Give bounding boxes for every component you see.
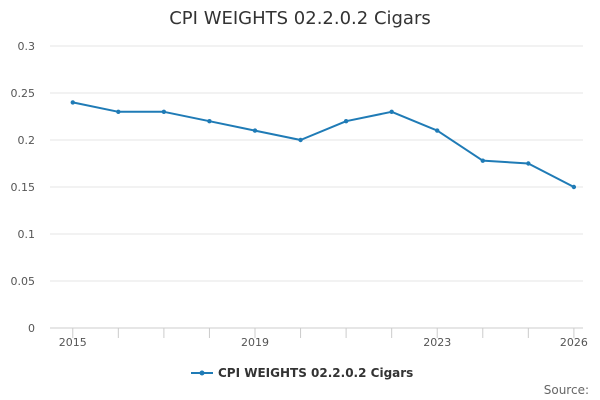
data-point[interactable] — [207, 119, 212, 124]
y-tick-label: 0.1 — [18, 228, 36, 241]
legend[interactable]: CPI WEIGHTS 02.2.0.2 Cigars — [191, 366, 413, 380]
x-axis: 2015 2019 2023 2026 — [50, 327, 588, 349]
y-tick-label: 0.3 — [18, 40, 36, 53]
y-tick-label: 0.2 — [18, 134, 36, 147]
data-point[interactable] — [526, 161, 531, 166]
data-point[interactable] — [343, 119, 349, 124]
x-tick-label: 2015 — [59, 336, 87, 349]
data-point[interactable] — [480, 158, 485, 163]
y-tick-label: 0.15 — [11, 181, 36, 194]
legend-series-label: CPI WEIGHTS 02.2.0.2 Cigars — [218, 366, 413, 380]
grid-lines — [50, 45, 583, 329]
x-tick-label: 2026 — [560, 336, 588, 349]
x-tick-label: 2023 — [423, 336, 451, 349]
data-point[interactable] — [571, 184, 577, 190]
data-point[interactable] — [161, 109, 167, 115]
data-point[interactable] — [252, 128, 258, 133]
data-point[interactable] — [116, 109, 121, 115]
source-label: Source: — [544, 383, 589, 397]
data-point[interactable] — [435, 128, 440, 133]
data-point[interactable] — [70, 100, 75, 105]
series-line — [71, 101, 575, 188]
y-tick-label: 0 — [28, 322, 35, 335]
data-point[interactable] — [298, 137, 303, 143]
data-point[interactable] — [389, 109, 394, 115]
series-layer — [70, 100, 577, 190]
y-axis-ticks: 0 0.05 0.1 0.15 0.2 0.25 0.3 — [11, 40, 36, 335]
legend-series-marker — [199, 370, 205, 376]
x-tick-label: 2019 — [241, 336, 269, 349]
chart-title: CPI WEIGHTS 02.2.0.2 Cigars — [169, 8, 431, 29]
y-tick-label: 0.25 — [11, 87, 36, 100]
y-tick-label: 0.05 — [11, 275, 36, 288]
